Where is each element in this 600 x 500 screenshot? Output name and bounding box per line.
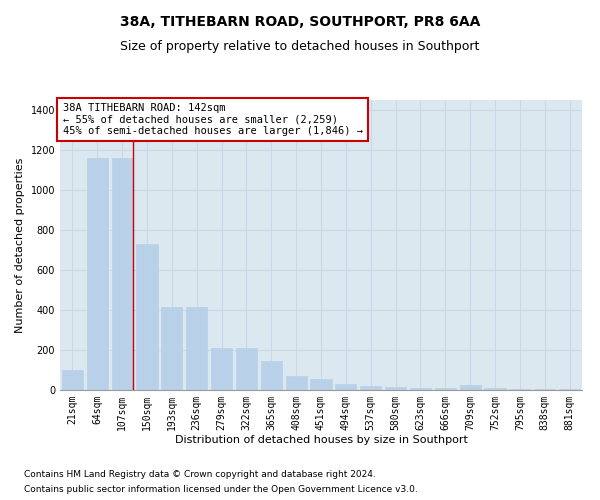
Bar bbox=[509, 389, 530, 390]
Bar bbox=[62, 370, 83, 390]
Bar bbox=[410, 388, 431, 390]
Text: 38A TITHEBARN ROAD: 142sqm
← 55% of detached houses are smaller (2,259)
45% of s: 38A TITHEBARN ROAD: 142sqm ← 55% of deta… bbox=[62, 103, 362, 136]
Bar bbox=[236, 348, 257, 390]
Text: 38A, TITHEBARN ROAD, SOUTHPORT, PR8 6AA: 38A, TITHEBARN ROAD, SOUTHPORT, PR8 6AA bbox=[120, 15, 480, 29]
Bar bbox=[310, 379, 332, 390]
Bar bbox=[161, 307, 182, 390]
Bar bbox=[484, 388, 506, 390]
Bar bbox=[211, 348, 232, 390]
Bar bbox=[559, 389, 580, 390]
Bar bbox=[360, 386, 381, 390]
Y-axis label: Number of detached properties: Number of detached properties bbox=[15, 158, 25, 332]
Bar bbox=[286, 376, 307, 390]
Bar bbox=[186, 307, 207, 390]
Bar bbox=[112, 158, 133, 390]
Bar bbox=[534, 389, 555, 390]
Text: Size of property relative to detached houses in Southport: Size of property relative to detached ho… bbox=[121, 40, 479, 53]
Bar bbox=[335, 384, 356, 390]
Text: Contains HM Land Registry data © Crown copyright and database right 2024.: Contains HM Land Registry data © Crown c… bbox=[24, 470, 376, 479]
Bar bbox=[435, 388, 456, 390]
Bar bbox=[136, 244, 158, 390]
Bar bbox=[385, 387, 406, 390]
Bar bbox=[460, 385, 481, 390]
Text: Contains public sector information licensed under the Open Government Licence v3: Contains public sector information licen… bbox=[24, 485, 418, 494]
Bar bbox=[261, 361, 282, 390]
Text: Distribution of detached houses by size in Southport: Distribution of detached houses by size … bbox=[175, 435, 467, 445]
Bar bbox=[87, 158, 108, 390]
